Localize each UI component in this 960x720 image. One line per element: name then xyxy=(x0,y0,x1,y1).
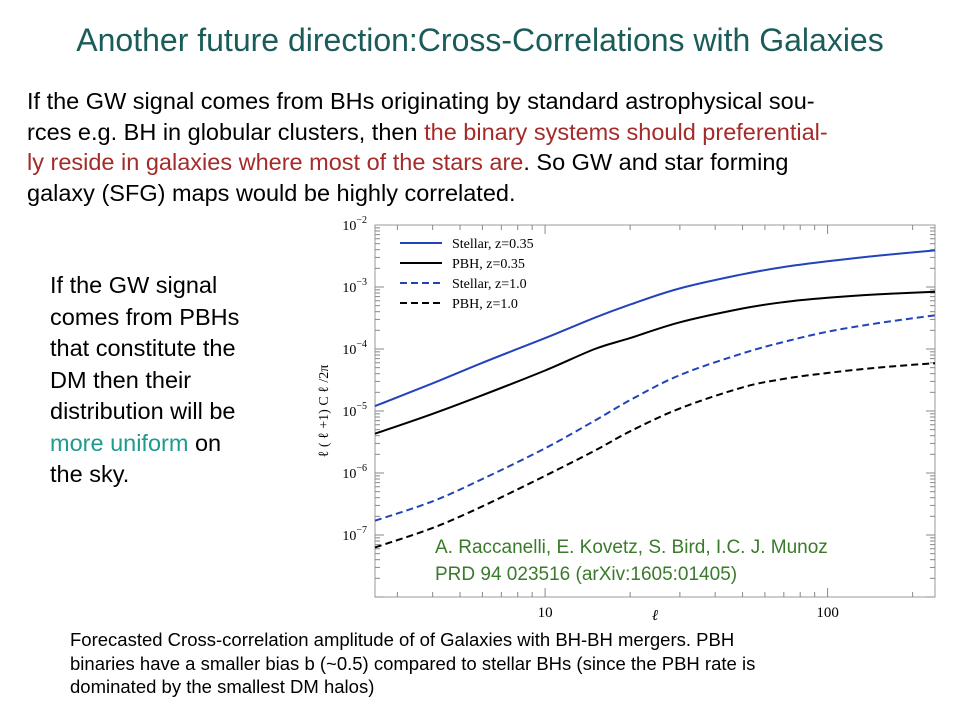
chart-background xyxy=(300,210,945,625)
legend-label-2: PBH, z=0.35 xyxy=(452,257,525,272)
series-line-1 xyxy=(374,249,936,408)
side-line-2: comes from PBHs xyxy=(50,303,240,330)
series-line-2 xyxy=(374,290,936,435)
side-line-6: more uniform on xyxy=(50,428,290,460)
legend-label-4: PBH, z=1.0 xyxy=(452,297,518,312)
intro-highlight-2: ly reside in galaxies where most of the … xyxy=(27,149,524,175)
citation-line-2: PRD 94 023516 (arXiv:1605:01405) xyxy=(435,564,737,585)
figure-caption: Forecasted Cross-correlation amplitude o… xyxy=(70,628,930,699)
series-line-3 xyxy=(374,314,936,522)
y-tick-label: 10−6 xyxy=(342,463,367,482)
legend-label-3: Stellar, z=1.0 xyxy=(452,277,527,292)
major-ticks: 10 100 10−7 10−6 10−5 10−4 10−3 10−2 xyxy=(342,215,935,621)
side-paragraph: If the GW signal comes from PBHs that co… xyxy=(50,270,290,491)
intro-line-2-text: rces e.g. BH in globular clusters, then xyxy=(27,118,425,145)
intro-line-4: galaxy (SFG) maps would be highly correl… xyxy=(27,179,516,206)
series-line-4 xyxy=(374,362,936,549)
legend: Stellar, z=0.35 PBH, z=0.35 Stellar, z=1.0… xyxy=(400,237,534,312)
x-tick-label: 100 xyxy=(816,605,839,621)
x-tick-label: 10 xyxy=(538,605,553,621)
intro-line-2: rces e.g. BH in globular clusters, then … xyxy=(27,117,932,148)
x-axis-label: ℓ xyxy=(652,608,658,624)
side-line-6-text: on xyxy=(188,429,222,456)
side-highlight: more uniform xyxy=(50,429,189,456)
side-line-3: that constitute the xyxy=(50,335,236,361)
intro-line-3-text: . So GW and star forming xyxy=(523,149,789,175)
side-line-7: the sky. xyxy=(50,461,130,487)
y-tick-label: 10−4 xyxy=(342,339,367,358)
y-tick-label: 10−5 xyxy=(342,401,367,420)
citation-line-1: A. Raccanelli, E. Kovetz, S. Bird, I.C. … xyxy=(435,537,828,558)
legend-label-1: Stellar, z=0.35 xyxy=(452,237,534,252)
intro-paragraph: If the GW signal comes from BHs originat… xyxy=(27,86,932,208)
side-line-1: If the GW signal xyxy=(50,272,218,298)
caption-line-1: Forecasted Cross-correlation amplitude o… xyxy=(70,629,735,650)
series-layer xyxy=(374,249,936,549)
y-tick-label: 10−3 xyxy=(342,277,367,296)
caption-line-3: dominated by the smallest DM halos) xyxy=(70,676,375,697)
minor-ticks xyxy=(375,225,935,597)
y-tick-label: 10−7 xyxy=(342,525,367,544)
y-tick-label: 10−2 xyxy=(342,215,367,234)
page-title: Another future direction:Cross-Correlati… xyxy=(76,22,884,58)
side-line-4: DM then their xyxy=(50,366,192,393)
side-line-5: distribution will be xyxy=(50,398,236,424)
power-spectrum-chart: 10 100 10−7 10−6 10−5 10−4 10−3 10−2 Stellar, z… xyxy=(300,210,945,625)
intro-line-1: If the GW signal comes from BHs originat… xyxy=(27,88,815,114)
intro-line-3: ly reside in galaxies where most of the … xyxy=(27,147,932,178)
caption-line-2: binaries have a smaller bias b (~0.5) co… xyxy=(70,652,756,674)
y-axis-label: ℓ ( ℓ +1) C ℓ /2π xyxy=(317,365,332,458)
intro-highlight-1: the binary systems should preferential- xyxy=(424,118,828,145)
